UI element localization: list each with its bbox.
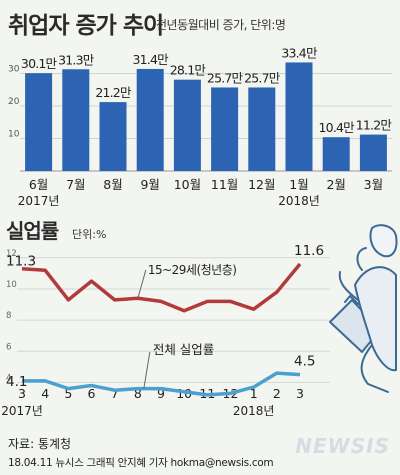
bar-year-label: 2017년 xyxy=(18,194,60,208)
bar-ytick-label: 10 xyxy=(8,130,20,140)
series-end-label: 4.5 xyxy=(294,354,315,370)
chart-subtitle: 전년동월대비 증가, 단위:명 xyxy=(156,18,286,32)
line-year-label: 2018년 xyxy=(233,404,275,418)
briefcase-handle-shape xyxy=(344,295,359,305)
series-start-label: 11.3 xyxy=(6,254,36,270)
head-shape xyxy=(369,224,398,258)
line-xtick-label: 6 xyxy=(88,386,96,401)
bar-value-label: 25.7만 xyxy=(244,70,281,85)
line-xtick-label: 3 xyxy=(18,386,26,401)
series-line xyxy=(21,262,302,313)
bar-category-label: 6월 xyxy=(29,177,48,192)
line-xtick-label: 7 xyxy=(111,386,119,401)
line-xtick-label: 4 xyxy=(41,386,49,401)
series-start-label: 4.1 xyxy=(6,374,27,390)
bar xyxy=(285,62,313,172)
bar-category-label: 3월 xyxy=(364,177,383,192)
total-callout-leader xyxy=(143,351,151,389)
bar-category-label: 8월 xyxy=(103,177,122,192)
line-xtick-label: 3 xyxy=(296,386,304,401)
source-note: 자료: 통계청 xyxy=(8,437,72,451)
bar-category-label: 11월 xyxy=(211,177,238,192)
bar-value-label: 10.4만 xyxy=(319,120,356,135)
body-shape xyxy=(354,266,397,372)
series-line xyxy=(22,371,301,397)
bar xyxy=(173,79,201,171)
bar-category-label: 12월 xyxy=(248,177,275,192)
unemployment-title: 실업률 xyxy=(6,219,59,243)
line-xtick-label: 8 xyxy=(134,386,142,401)
line-xtick-label: 1 xyxy=(250,386,258,401)
newsis-logo: NEWSIS xyxy=(295,434,390,458)
bar-value-label: 33.4만 xyxy=(281,45,318,60)
bar xyxy=(322,137,350,171)
bar-value-label: 11.2만 xyxy=(356,118,393,133)
bar xyxy=(248,87,276,171)
bar xyxy=(211,87,239,171)
bar-value-label: 28.1만 xyxy=(170,63,207,78)
line-ytick-label: 6 xyxy=(6,342,11,352)
arm-shape xyxy=(338,271,359,301)
line-ytick-label: 12 xyxy=(6,249,17,259)
chart-title: 취업자 증가 추이 xyxy=(8,13,164,39)
line-ytick-label: 8 xyxy=(6,311,11,321)
youth-series-label: 15~29세(청년층) xyxy=(148,263,237,277)
bar-value-label: 31.4만 xyxy=(133,52,170,67)
line-ytick-label: 4 xyxy=(6,373,11,383)
bar-category-label: 10월 xyxy=(174,177,201,192)
raised-arm-shape xyxy=(356,247,367,271)
bar-ytick-label: 20 xyxy=(8,97,20,107)
leg-shape xyxy=(360,344,389,393)
unemployment-unit: 단위:% xyxy=(72,228,107,241)
bar xyxy=(25,73,53,171)
line-xtick-label: 2 xyxy=(273,386,281,401)
total-series-label: 전체 실업률 xyxy=(153,342,214,357)
line-xtick-label: 9 xyxy=(157,386,165,401)
bar-category-label: 9월 xyxy=(140,177,159,192)
line-xtick-label: 5 xyxy=(64,386,72,401)
series-end-label: 11.6 xyxy=(294,243,324,259)
bar-chart: 10 20 30 30.1만 6월 31.3만 7월 21.2만 8월 31.4만 9월 28.1만 1… xyxy=(8,45,393,208)
running-businessman-illustration xyxy=(329,224,398,393)
bar-year-label: 2018년 xyxy=(278,194,320,208)
line-ytick-label: 10 xyxy=(6,280,17,290)
bar-value-label: 21.2만 xyxy=(95,85,132,100)
bar-ytick-label: 30 xyxy=(8,65,20,75)
youth-callout-leader xyxy=(137,269,147,299)
bar xyxy=(99,102,127,171)
bar xyxy=(359,134,387,171)
bar-category-label: 1월 xyxy=(289,177,308,192)
bar xyxy=(136,68,164,171)
line-year-label: 2017년 xyxy=(1,404,43,418)
bar-value-label: 31.3만 xyxy=(58,52,95,67)
bar-category-label: 2월 xyxy=(326,177,345,192)
credit-line: 18.04.11 뉴시스 그래픽 안지혜 기자 hokma@newsis.com xyxy=(8,457,274,469)
bar-value-label: 30.1만 xyxy=(21,56,58,71)
bar xyxy=(62,69,90,171)
bar-value-label: 25.7만 xyxy=(207,70,244,85)
bar-category-label: 7월 xyxy=(66,177,85,192)
